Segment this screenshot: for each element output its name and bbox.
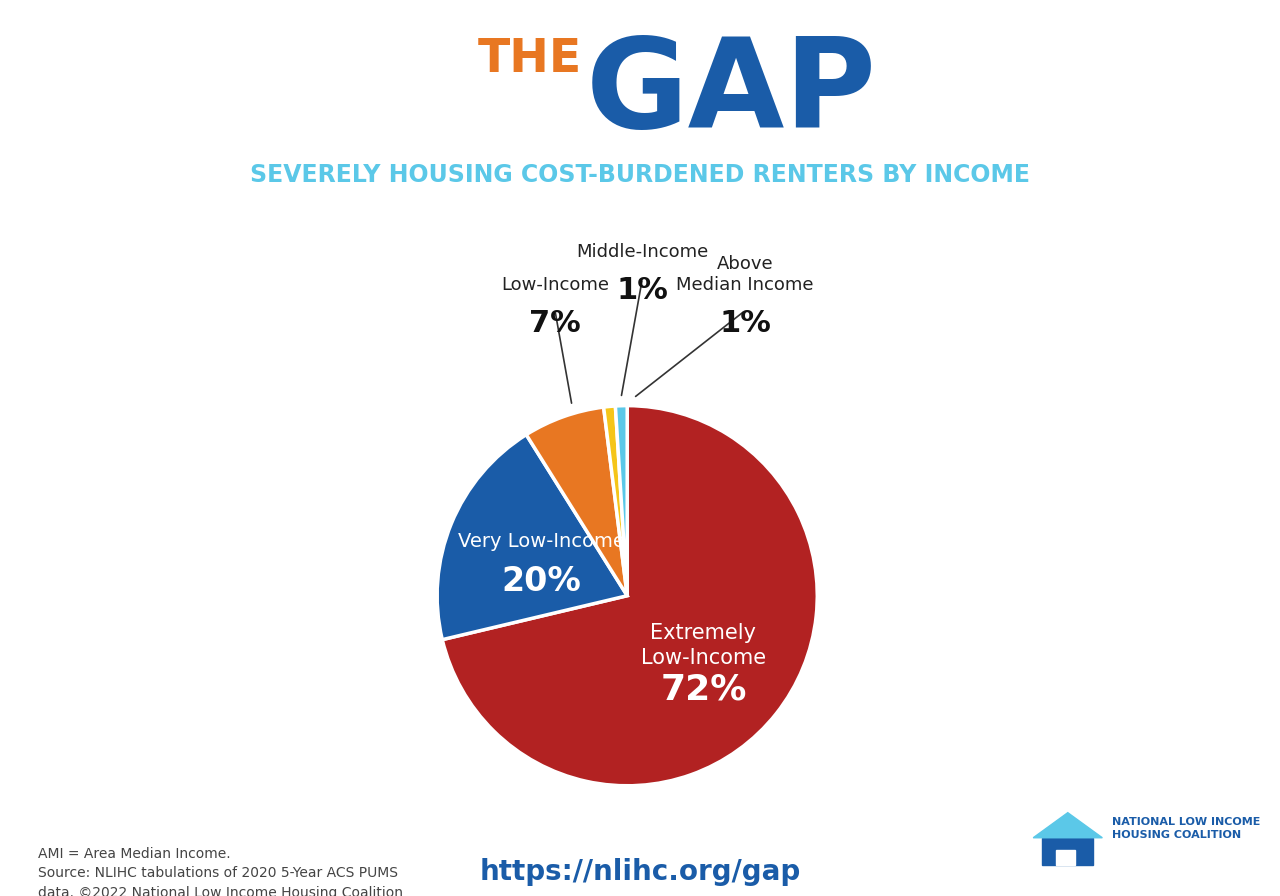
Wedge shape xyxy=(526,407,627,596)
Text: https://nlihc.org/gap: https://nlihc.org/gap xyxy=(480,858,800,886)
Bar xyxy=(1056,850,1075,865)
Text: Above
Median Income: Above Median Income xyxy=(676,254,814,294)
Text: 1%: 1% xyxy=(617,276,668,306)
Text: AMI = Area Median Income.
Source: NLIHC tabulations of 2020 5-Year ACS PUMS
data: AMI = Area Median Income. Source: NLIHC … xyxy=(38,847,403,896)
Text: 1%: 1% xyxy=(719,309,771,338)
Text: Low-Income: Low-Income xyxy=(500,275,609,294)
Polygon shape xyxy=(1033,813,1102,838)
Wedge shape xyxy=(604,406,627,596)
Text: NATIONAL LOW INCOME
HOUSING COALITION: NATIONAL LOW INCOME HOUSING COALITION xyxy=(1111,817,1260,840)
Text: GAP: GAP xyxy=(586,33,877,154)
Text: THE: THE xyxy=(479,38,582,82)
Text: Very Low-Income: Very Low-Income xyxy=(458,532,625,551)
Text: Extremely
Low-Income: Extremely Low-Income xyxy=(641,623,765,668)
Text: Middle-Income: Middle-Income xyxy=(576,243,709,262)
Wedge shape xyxy=(438,435,627,640)
Text: 72%: 72% xyxy=(660,672,746,706)
Text: 20%: 20% xyxy=(502,565,581,599)
Wedge shape xyxy=(616,406,627,596)
Text: 7%: 7% xyxy=(529,309,581,338)
Text: SEVERELY HOUSING COST-BURDENED RENTERS BY INCOME: SEVERELY HOUSING COST-BURDENED RENTERS B… xyxy=(250,163,1030,186)
Bar xyxy=(1042,838,1093,865)
Wedge shape xyxy=(443,406,817,786)
